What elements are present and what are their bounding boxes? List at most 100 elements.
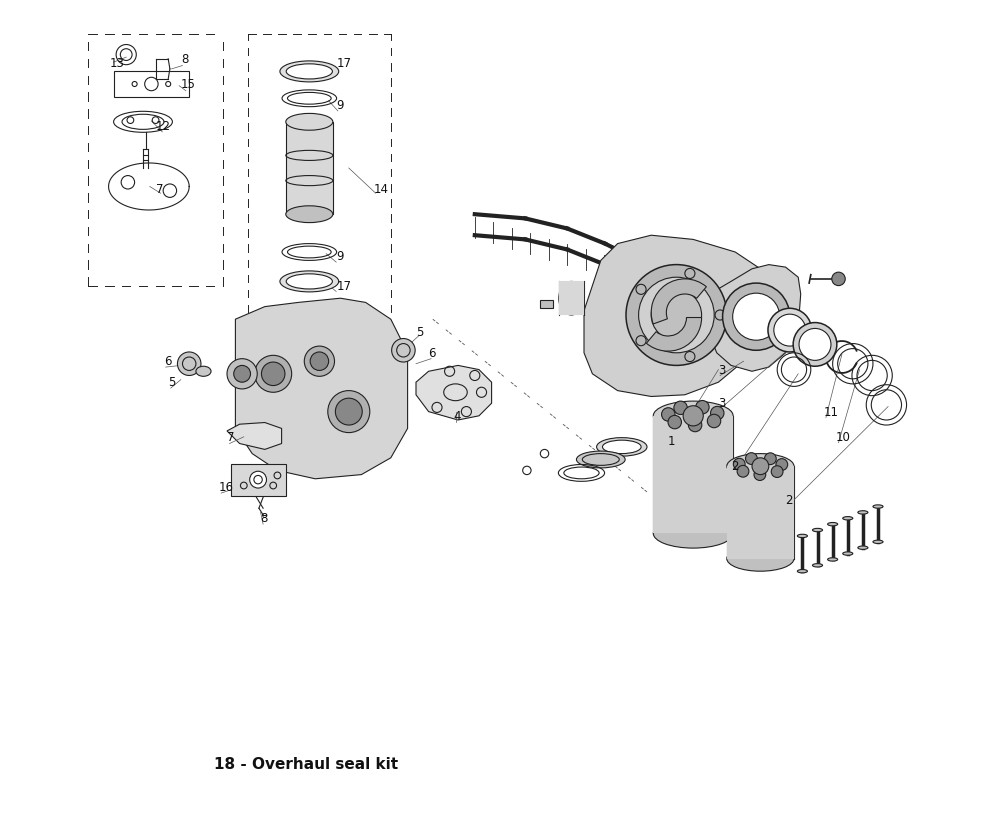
Text: 6: 6 xyxy=(164,355,172,369)
Circle shape xyxy=(304,346,335,376)
Circle shape xyxy=(752,458,769,475)
Text: 16: 16 xyxy=(219,481,234,495)
Text: 3: 3 xyxy=(718,364,726,377)
Circle shape xyxy=(696,401,709,414)
Ellipse shape xyxy=(727,454,794,479)
Ellipse shape xyxy=(727,546,794,571)
Circle shape xyxy=(651,290,702,340)
Bar xyxy=(231,464,286,496)
Bar xyxy=(286,122,333,214)
Ellipse shape xyxy=(793,323,837,366)
Circle shape xyxy=(310,352,329,370)
Text: 8: 8 xyxy=(261,512,268,526)
Text: 2: 2 xyxy=(786,494,793,507)
Circle shape xyxy=(723,283,790,350)
Circle shape xyxy=(733,293,780,340)
Text: 9: 9 xyxy=(336,99,344,113)
Ellipse shape xyxy=(797,570,807,573)
Polygon shape xyxy=(235,298,408,479)
Text: 10: 10 xyxy=(836,431,851,444)
Circle shape xyxy=(668,415,681,428)
Text: 5: 5 xyxy=(416,326,423,339)
Polygon shape xyxy=(227,423,282,449)
Circle shape xyxy=(227,359,257,389)
Circle shape xyxy=(250,471,266,488)
Text: 8: 8 xyxy=(181,53,188,66)
Ellipse shape xyxy=(559,281,584,315)
Ellipse shape xyxy=(858,546,868,549)
Ellipse shape xyxy=(286,64,332,79)
Ellipse shape xyxy=(843,517,853,520)
Circle shape xyxy=(776,459,788,470)
Ellipse shape xyxy=(858,511,868,514)
Text: 18 - Overhaul seal kit: 18 - Overhaul seal kit xyxy=(214,757,399,772)
Polygon shape xyxy=(416,365,492,420)
Ellipse shape xyxy=(797,534,807,538)
Circle shape xyxy=(234,365,251,382)
Text: 7: 7 xyxy=(156,183,163,197)
Ellipse shape xyxy=(196,366,211,376)
Bar xyxy=(559,281,584,315)
Ellipse shape xyxy=(653,402,733,430)
Text: 13: 13 xyxy=(109,57,124,71)
Circle shape xyxy=(746,453,757,465)
Ellipse shape xyxy=(280,61,339,82)
Circle shape xyxy=(177,352,201,375)
Ellipse shape xyxy=(812,528,823,532)
Ellipse shape xyxy=(873,540,883,543)
Circle shape xyxy=(683,406,703,426)
Circle shape xyxy=(711,407,724,420)
Text: 15: 15 xyxy=(181,78,196,92)
Circle shape xyxy=(737,465,749,477)
Bar xyxy=(114,71,189,97)
Circle shape xyxy=(733,459,745,470)
Ellipse shape xyxy=(799,328,831,360)
Circle shape xyxy=(688,418,702,432)
Circle shape xyxy=(674,401,687,414)
Circle shape xyxy=(335,398,362,425)
Ellipse shape xyxy=(563,286,580,310)
Wedge shape xyxy=(651,279,706,324)
Circle shape xyxy=(764,453,776,465)
Bar xyxy=(540,300,553,308)
Circle shape xyxy=(662,407,675,421)
Ellipse shape xyxy=(774,314,806,346)
Circle shape xyxy=(832,272,845,286)
Text: 7: 7 xyxy=(227,431,234,444)
Ellipse shape xyxy=(286,206,333,223)
Circle shape xyxy=(255,355,292,392)
Circle shape xyxy=(754,469,766,480)
Circle shape xyxy=(261,362,285,386)
Ellipse shape xyxy=(873,505,883,508)
Circle shape xyxy=(771,465,783,477)
Text: 11: 11 xyxy=(823,406,838,419)
Ellipse shape xyxy=(828,558,838,561)
Ellipse shape xyxy=(812,564,823,567)
Ellipse shape xyxy=(828,522,838,526)
Polygon shape xyxy=(710,265,801,371)
Text: 2: 2 xyxy=(731,460,738,474)
Circle shape xyxy=(392,339,415,362)
Text: 14: 14 xyxy=(374,183,389,197)
Text: 12: 12 xyxy=(156,120,171,134)
Text: 17: 17 xyxy=(336,280,351,293)
Text: 4: 4 xyxy=(454,410,461,423)
Text: 1: 1 xyxy=(668,435,675,449)
Ellipse shape xyxy=(576,451,625,468)
Text: 6: 6 xyxy=(429,347,436,360)
Polygon shape xyxy=(584,235,760,396)
Circle shape xyxy=(707,414,721,428)
Ellipse shape xyxy=(653,518,733,548)
Ellipse shape xyxy=(286,274,332,289)
Circle shape xyxy=(639,277,714,353)
Ellipse shape xyxy=(280,270,339,292)
Bar xyxy=(727,466,794,559)
Circle shape xyxy=(626,265,727,365)
Ellipse shape xyxy=(602,440,641,454)
Text: 3: 3 xyxy=(718,397,726,411)
Text: 5: 5 xyxy=(168,376,176,390)
Ellipse shape xyxy=(286,113,333,130)
Ellipse shape xyxy=(843,552,853,555)
Bar xyxy=(653,416,733,533)
Wedge shape xyxy=(646,318,702,351)
